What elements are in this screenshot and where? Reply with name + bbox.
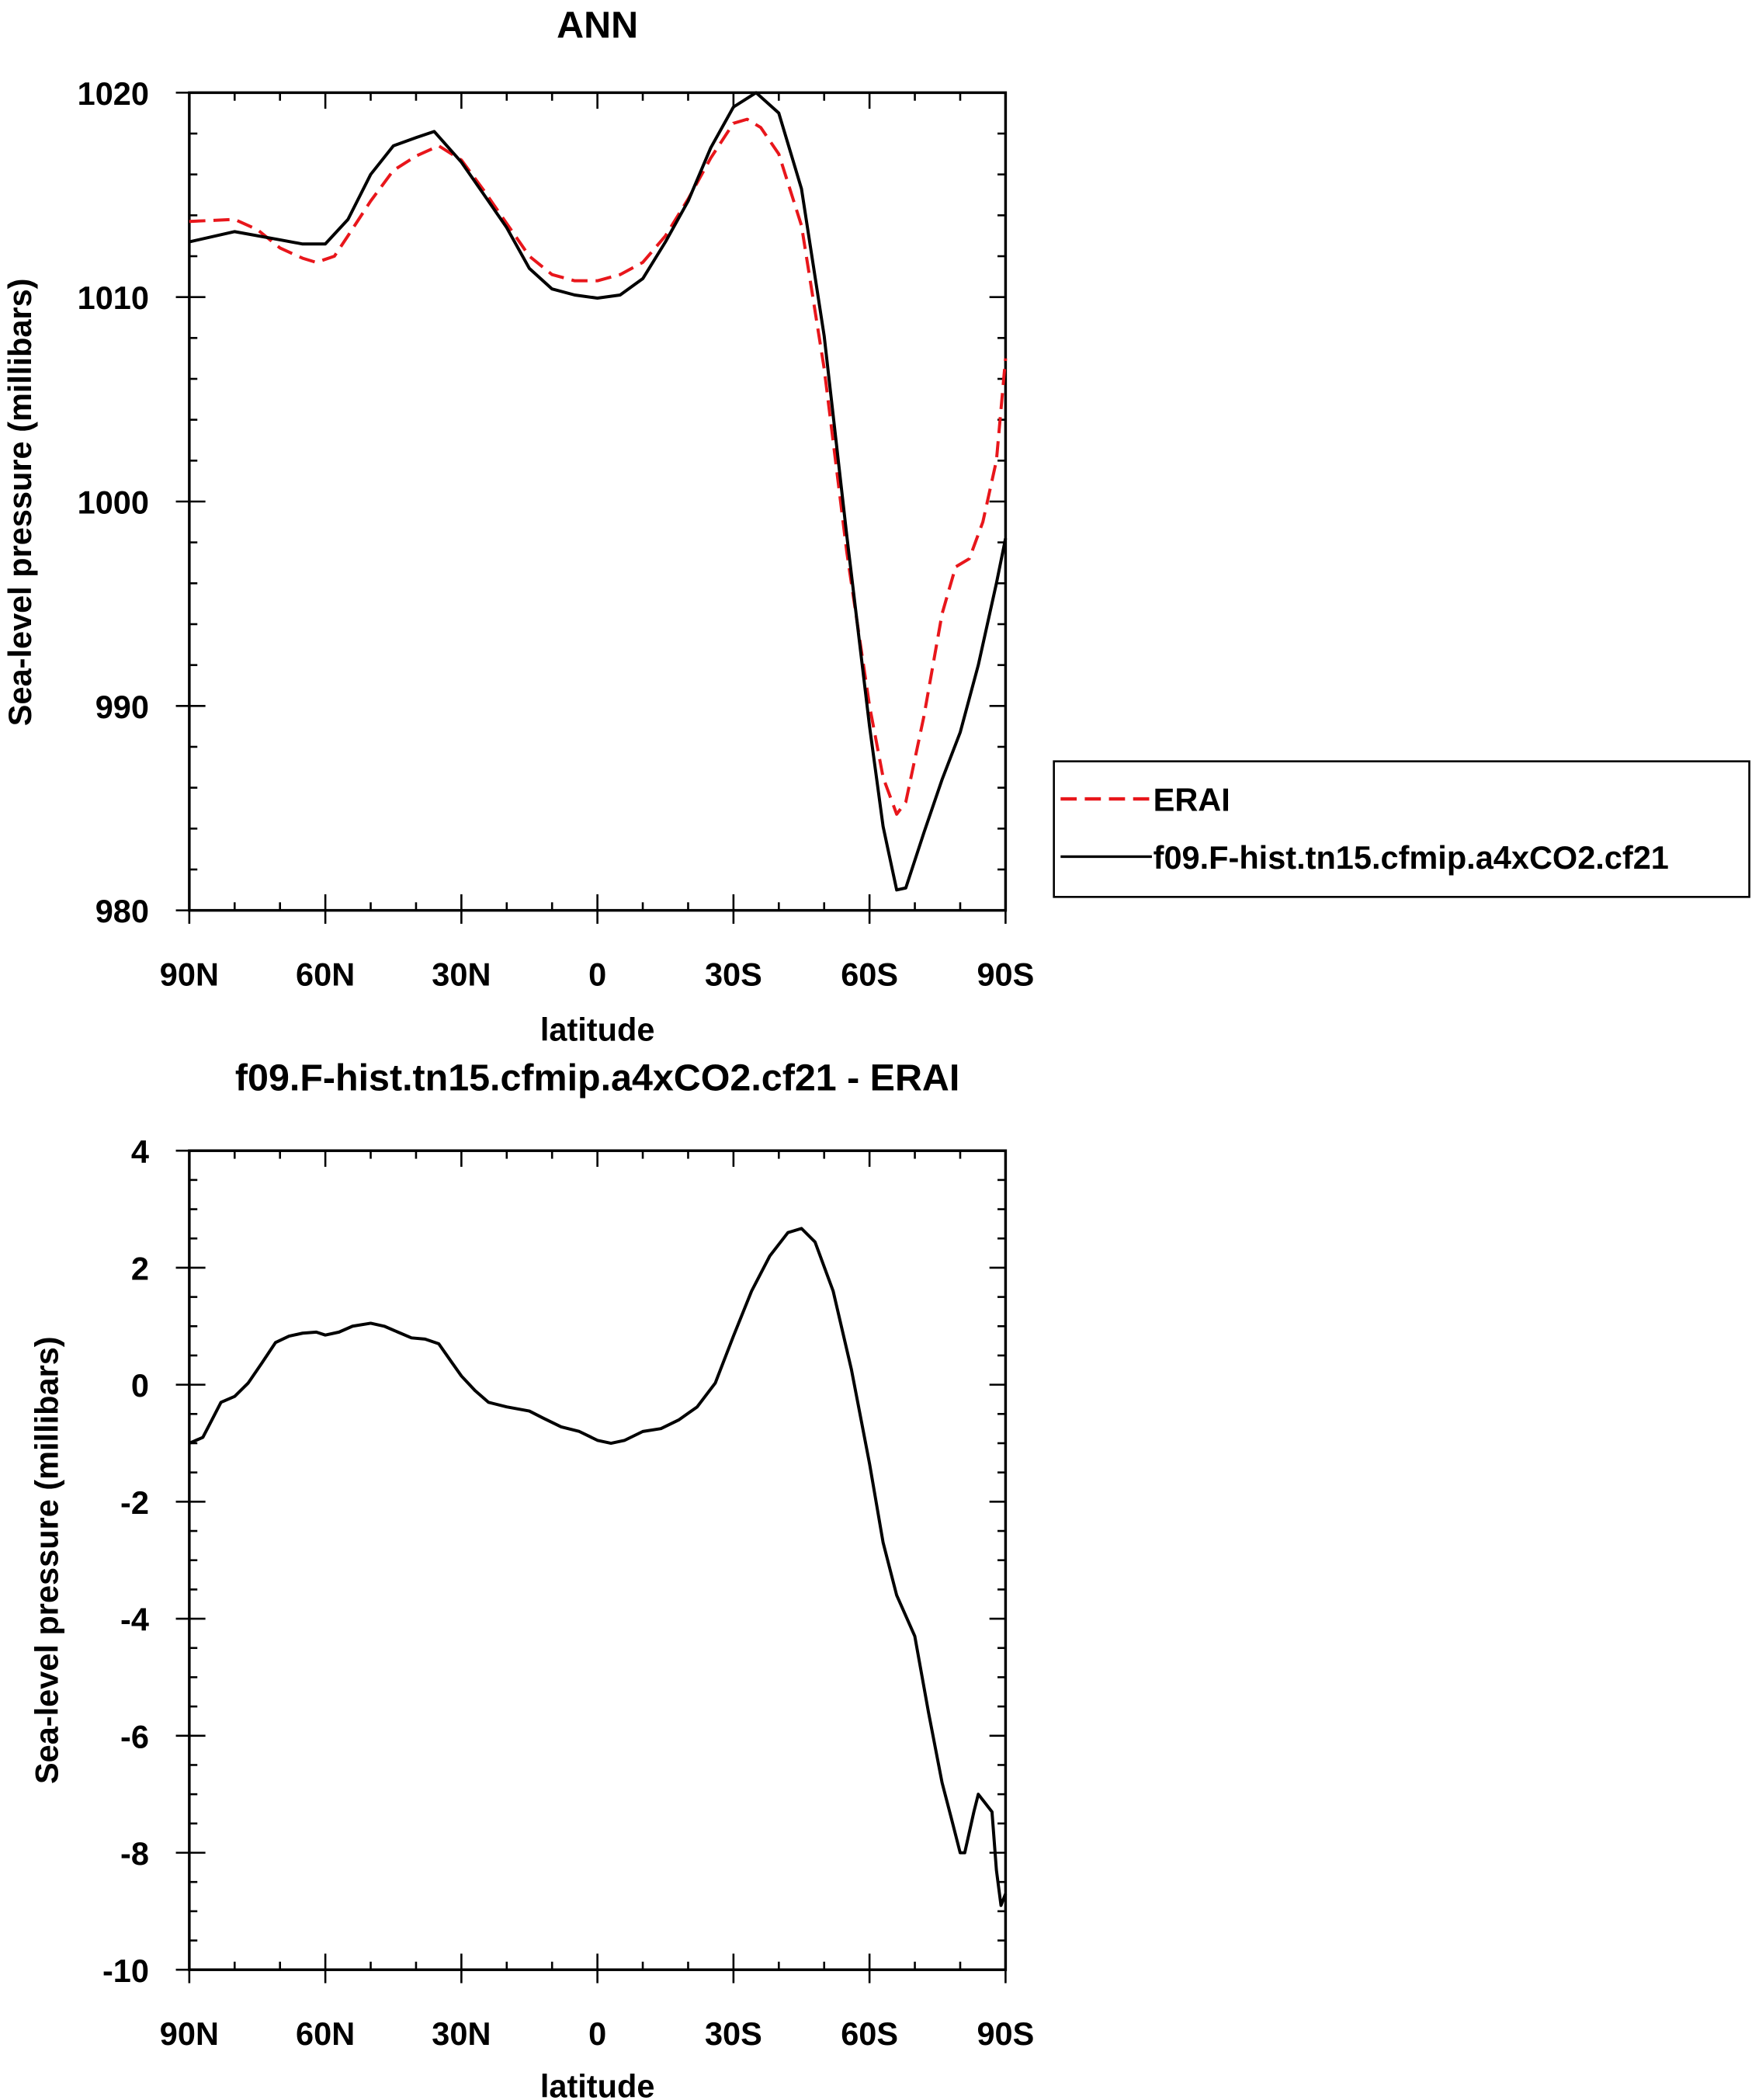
x-tick-label: 30S xyxy=(705,956,762,992)
bottom-xlabel: latitude xyxy=(540,2068,655,2100)
top-panel: ANN latitude Sea-level pressure (milliba… xyxy=(2,4,1035,1047)
y-tick-label: 980 xyxy=(95,893,149,929)
y-tick-label: -8 xyxy=(120,1835,149,1872)
x-tick-label: 60N xyxy=(296,956,355,992)
bottom-panel: f09.F-hist.tn15.cfmip.a4xCO2.cf21 - ERAI… xyxy=(28,1057,1034,2100)
plot-frame xyxy=(188,91,1008,912)
y-tick-label: -2 xyxy=(120,1484,149,1521)
top-ylabel: Sea-level pressure (millibars) xyxy=(2,279,38,727)
legend: ERAI f09.F-hist.tn15.cfmip.a4xCO2.cf21 xyxy=(1053,760,1750,898)
x-tick-label: 60N xyxy=(296,2015,355,2052)
y-tick-label: -6 xyxy=(120,1718,149,1755)
y-tick-label: -4 xyxy=(120,1602,149,1638)
y-tick-label: 1000 xyxy=(78,484,149,521)
x-tick-label: 60S xyxy=(841,2015,898,2052)
legend-box xyxy=(1053,760,1750,898)
x-tick-label: 0 xyxy=(588,956,606,992)
y-tick-label: 1020 xyxy=(78,75,149,112)
series-line-erai xyxy=(189,117,1008,816)
x-tick-label: 90N xyxy=(160,2015,219,2052)
bottom-title: f09.F-hist.tn15.cfmip.a4xCO2.cf21 - ERAI xyxy=(235,1057,959,1099)
x-tick-label: 30N xyxy=(432,2015,491,2052)
series-line-difference xyxy=(189,1227,1008,1907)
top-xlabel: latitude xyxy=(540,1011,655,1047)
top-title: ANN xyxy=(557,4,638,46)
legend-label-erai: ERAI xyxy=(1154,782,1230,818)
bottom-ylabel: Sea-level pressure (millibars) xyxy=(28,1336,64,1784)
y-tick-label: 1010 xyxy=(78,279,149,316)
x-tick-label: 90N xyxy=(160,956,219,992)
x-tick-label: 90S xyxy=(977,2015,1034,2052)
plot-frame xyxy=(188,1149,1008,1971)
y-tick-label: 990 xyxy=(95,689,149,725)
x-tick-label: 30S xyxy=(705,2015,762,2052)
x-tick-label: 60S xyxy=(841,956,898,992)
y-tick-label: -10 xyxy=(102,1952,149,1989)
y-tick-label: 0 xyxy=(131,1367,149,1404)
x-tick-label: 90S xyxy=(977,956,1034,992)
legend-label-model: f09.F-hist.tn15.cfmip.a4xCO2.cf21 xyxy=(1154,839,1669,876)
series-line-f09-f-hist-tn15-cfmip-a4xco2-cf21 xyxy=(189,91,1008,892)
y-tick-label: 2 xyxy=(131,1250,149,1286)
x-tick-label: 0 xyxy=(588,2015,606,2052)
y-tick-label: 4 xyxy=(131,1133,149,1170)
x-tick-label: 30N xyxy=(432,956,491,992)
